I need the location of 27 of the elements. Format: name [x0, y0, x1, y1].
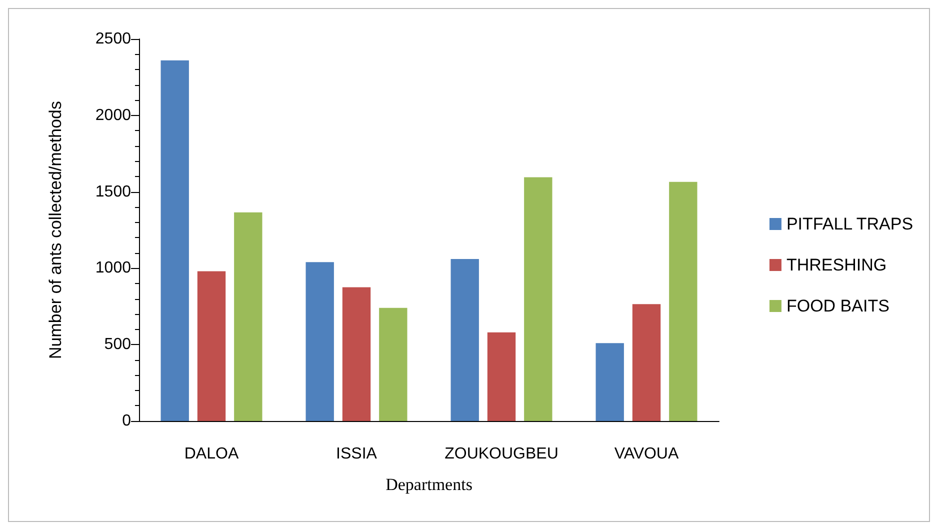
y-tick-label: 1000: [95, 260, 132, 277]
x-tick-label: ISSIA: [336, 446, 378, 462]
bar: [306, 262, 334, 421]
y-tick-label: 1500: [95, 183, 132, 200]
x-tick-label: DALOA: [184, 446, 239, 462]
bar: [669, 182, 698, 421]
bar: [450, 259, 479, 421]
bar: [632, 304, 661, 421]
legend-label: THRESHING: [786, 256, 887, 274]
y-axis-title: Number of ants collected/methods: [46, 101, 65, 359]
x-tick-label: ZOUKOUGBEU: [444, 446, 558, 462]
bar: [524, 177, 552, 421]
legend-label: FOOD BAITS: [786, 296, 890, 316]
legend-label: PITFALL TRAPS: [786, 214, 914, 234]
y-tick-label: 500: [104, 336, 132, 354]
y-tick-label: 2000: [95, 106, 132, 124]
bar: [596, 343, 624, 421]
y-tick-label: 2500: [95, 30, 132, 48]
bar: [487, 332, 516, 421]
bar: [342, 287, 371, 421]
bar: [379, 308, 408, 421]
y-tick-label: 0: [122, 412, 132, 430]
bar: [234, 212, 262, 421]
bar: [197, 271, 226, 421]
x-axis-title: Departments: [386, 475, 472, 494]
x-tick-label: VAVOUA: [614, 446, 679, 462]
bar: [160, 60, 189, 421]
